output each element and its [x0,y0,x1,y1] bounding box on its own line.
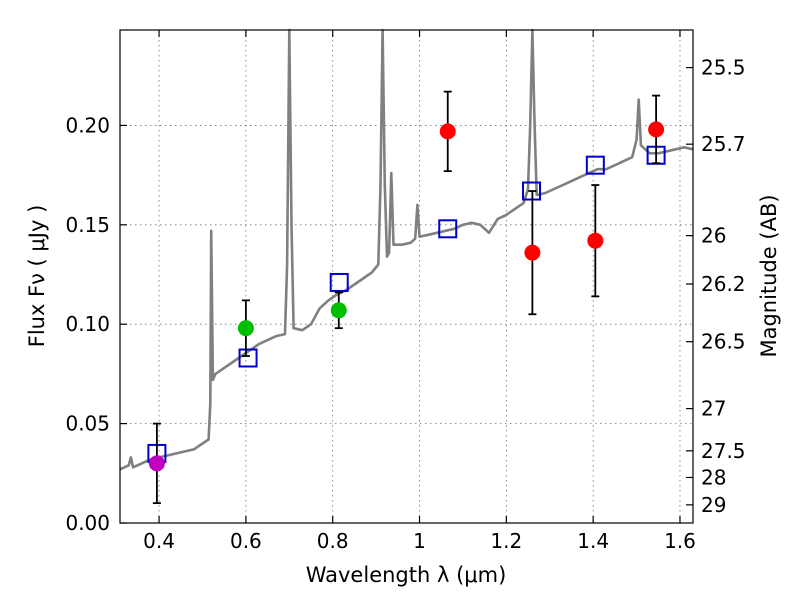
model-square-marker [585,155,605,175]
magnitude-tick-label: 25.5 [701,56,746,80]
magnitude-tick-label: 29 [701,493,726,517]
observed-point [237,320,254,337]
magnitude-axis-label: Magnitude (AB) [757,194,781,357]
model-photometry-markers [147,145,666,463]
model-spectrum [119,28,694,471]
x-tick-label: 0.4 [143,529,175,553]
x-tick-label: 0.8 [317,529,349,553]
observed-point [524,244,541,261]
magnitude-tick-label: 28 [701,465,726,489]
x-tick-label: 1.4 [577,529,609,553]
observed-point [587,232,604,249]
y-tick-label: 0.00 [65,511,110,535]
magnitude-tick-label: 26 [701,224,726,248]
observed-point [330,302,347,319]
y-tick-label: 0.20 [65,113,110,137]
observed-point [648,121,665,138]
spectrum-line [119,28,694,471]
y-tick-label: 0.15 [65,213,110,237]
grid-lines [120,30,693,524]
y-tick-label: 0.10 [65,312,110,336]
x-axis-label: Wavelength λ (μm) [306,563,507,587]
magnitude-tick-label: 25.7 [701,132,746,156]
x-tick-label: 1.6 [664,529,696,553]
model-square-marker [438,219,458,239]
plot-frame [119,29,694,524]
magnitude-tick-label: 27 [701,397,726,421]
observed-point [439,123,456,140]
observed-photometry [148,90,665,505]
x-tick-label: 0.6 [230,529,262,553]
x-tick-label: 1 [413,529,426,553]
magnitude-tick-label: 26.2 [701,272,746,296]
model-square-marker [329,272,349,292]
observed-point [148,455,165,472]
magnitude-tick-label: 26.5 [701,330,746,354]
axis-ticks: 0.4 0.6 0.8 1 1.2 1.4 1.6 0.00 0.05 0.10 0.15 0.20 2… [65,30,746,553]
y-axis-label: Flux Fν ( μJy ) [25,205,49,348]
magnitude-tick-label: 27.5 [701,439,746,463]
y-tick-label: 0.05 [65,412,110,436]
x-tick-label: 1.2 [490,529,522,553]
model-square-marker [238,348,258,368]
